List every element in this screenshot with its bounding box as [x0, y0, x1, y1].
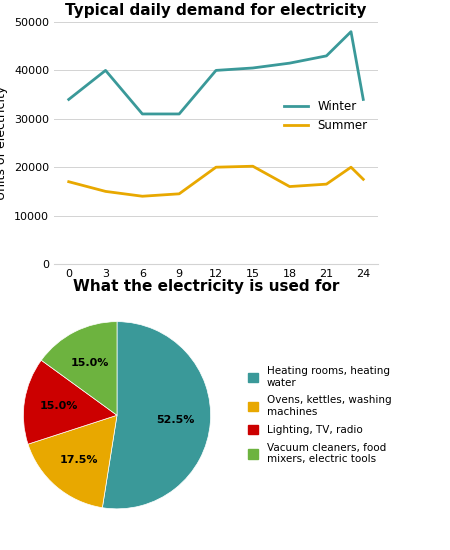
Summer: [287, 183, 292, 190]
Text: 15.0%: 15.0%: [40, 401, 78, 411]
Summer: [250, 163, 256, 169]
Legend: Heating rooms, heating
water, Ovens, kettles, washing
machines, Lighting, TV, ra: Heating rooms, heating water, Ovens, ket…: [244, 362, 396, 469]
Winter: [103, 67, 108, 74]
Winter: [348, 29, 354, 35]
Winter: [140, 111, 145, 117]
Wedge shape: [23, 360, 117, 444]
Summer: [348, 164, 354, 170]
Summer: [176, 190, 182, 197]
Winter: [360, 96, 366, 103]
Winter: [324, 53, 329, 59]
Line: Summer: Summer: [69, 166, 363, 196]
Title: Typical daily demand for electricity: Typical daily demand for electricity: [65, 3, 367, 18]
Text: 52.5%: 52.5%: [157, 415, 195, 425]
Wedge shape: [102, 322, 211, 509]
Winter: [176, 111, 182, 117]
Winter: [66, 96, 72, 103]
Summer: [213, 164, 219, 170]
Summer: [66, 178, 72, 185]
Summer: [140, 193, 145, 200]
Text: 17.5%: 17.5%: [59, 455, 98, 465]
Summer: [360, 176, 366, 183]
Line: Winter: Winter: [69, 32, 363, 114]
Y-axis label: Units of electricity: Units of electricity: [0, 86, 9, 200]
Legend: Winter, Summer: Winter, Summer: [279, 96, 372, 137]
Wedge shape: [28, 415, 117, 508]
Summer: [103, 188, 108, 195]
Winter: [250, 65, 256, 72]
Title: What the electricity is used for: What the electricity is used for: [73, 279, 339, 294]
Text: 15.0%: 15.0%: [71, 358, 109, 368]
Winter: [213, 67, 219, 74]
Winter: [287, 60, 292, 67]
Summer: [324, 181, 329, 188]
Wedge shape: [41, 322, 117, 415]
